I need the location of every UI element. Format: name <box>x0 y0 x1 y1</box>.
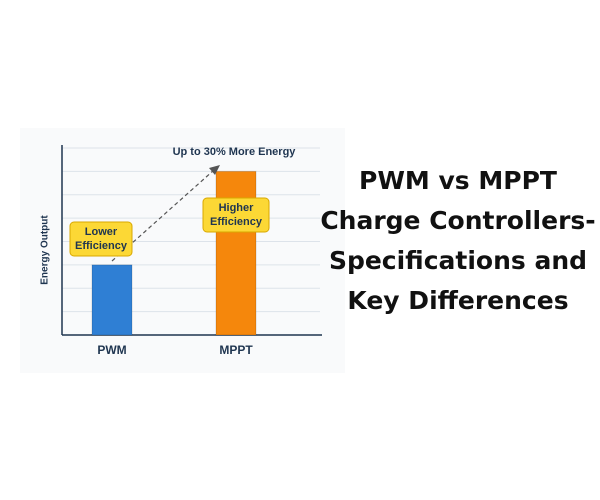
heading-line: Specifications and <box>329 246 587 275</box>
heading-line: Key Differences <box>347 286 568 315</box>
x-tick-label: PWM <box>97 343 126 357</box>
callout-text: Lower <box>85 226 118 238</box>
callout-text: Higher <box>219 202 255 214</box>
callout-text: Efficiency <box>75 240 128 252</box>
bar <box>91 264 133 336</box>
x-tick-label: MPPT <box>219 343 253 357</box>
callout-box <box>69 221 133 257</box>
chart-panel <box>20 128 345 373</box>
chart-title: Up to 30% More Energy <box>173 146 297 158</box>
y-axis-label: Energy Output <box>40 215 51 285</box>
arrow-head <box>209 165 220 175</box>
bar <box>215 170 257 336</box>
callout-text: Efficiency <box>210 216 263 228</box>
heading-line: PWM vs MPPT <box>359 166 557 195</box>
callout-box <box>202 197 270 233</box>
heading-line: Charge Controllers- <box>320 206 595 235</box>
